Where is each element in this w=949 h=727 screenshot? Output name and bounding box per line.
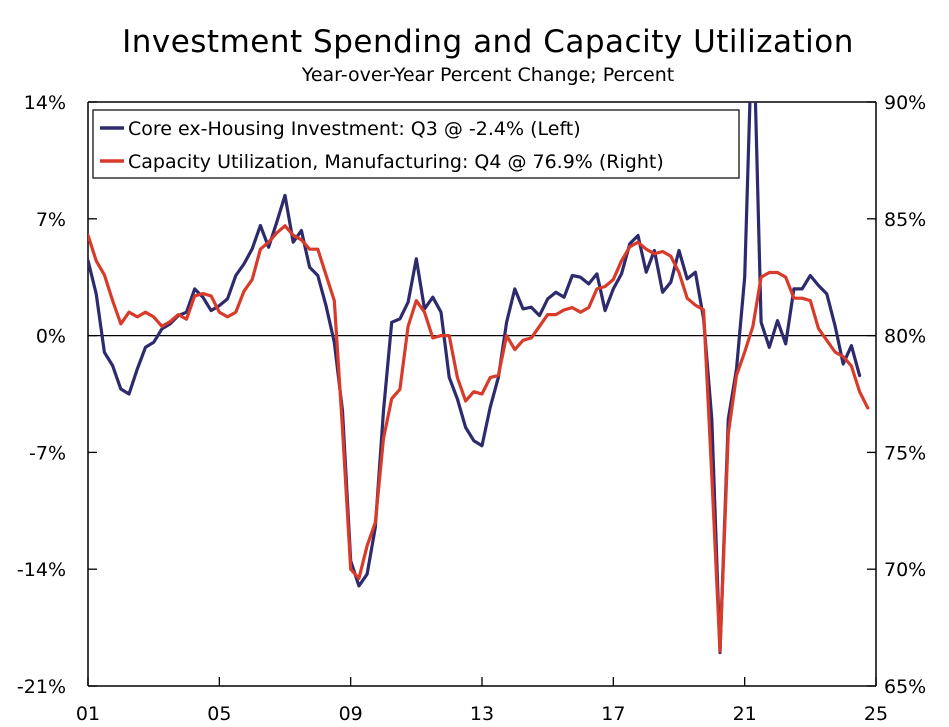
- x-tick-label: 09: [339, 703, 363, 725]
- right-tick-label: 90%: [884, 92, 926, 114]
- left-tick-label: 14%: [24, 92, 66, 114]
- legend-label-capacity: Capacity Utilization, Manufacturing: Q4 …: [128, 151, 664, 173]
- left-tick-label: -21%: [17, 676, 66, 698]
- x-tick-label: 01: [76, 703, 100, 725]
- left-tick-label: -14%: [17, 559, 66, 581]
- legend-label-investment: Core ex-Housing Investment: Q3 @ -2.4% (…: [128, 118, 581, 140]
- series-line-investment: [88, 102, 862, 655]
- left-tick-label: -7%: [29, 442, 66, 464]
- series-line-capacity: [88, 224, 870, 653]
- right-tick-label: 80%: [884, 326, 926, 348]
- x-tick-label: 17: [601, 703, 625, 725]
- right-tick-label: 70%: [884, 559, 926, 581]
- x-tick-label: 25: [864, 703, 888, 725]
- left-tick-label: 7%: [36, 209, 66, 231]
- right-tick-label: 75%: [884, 442, 926, 464]
- chart-subtitle: Year-over-Year Percent Change; Percent: [301, 64, 675, 86]
- x-tick-label: 05: [207, 703, 231, 725]
- legend: Core ex-Housing Investment: Q3 @ -2.4% (…: [92, 109, 740, 179]
- left-tick-label: 0%: [36, 326, 66, 348]
- chart-title: Investment Spending and Capacity Utiliza…: [122, 24, 854, 60]
- x-tick-label: 21: [733, 703, 757, 725]
- x-tick-label: 13: [470, 703, 494, 725]
- right-tick-label: 65%: [884, 676, 926, 698]
- legend-box: [92, 109, 740, 179]
- right-tick-label: 85%: [884, 209, 926, 231]
